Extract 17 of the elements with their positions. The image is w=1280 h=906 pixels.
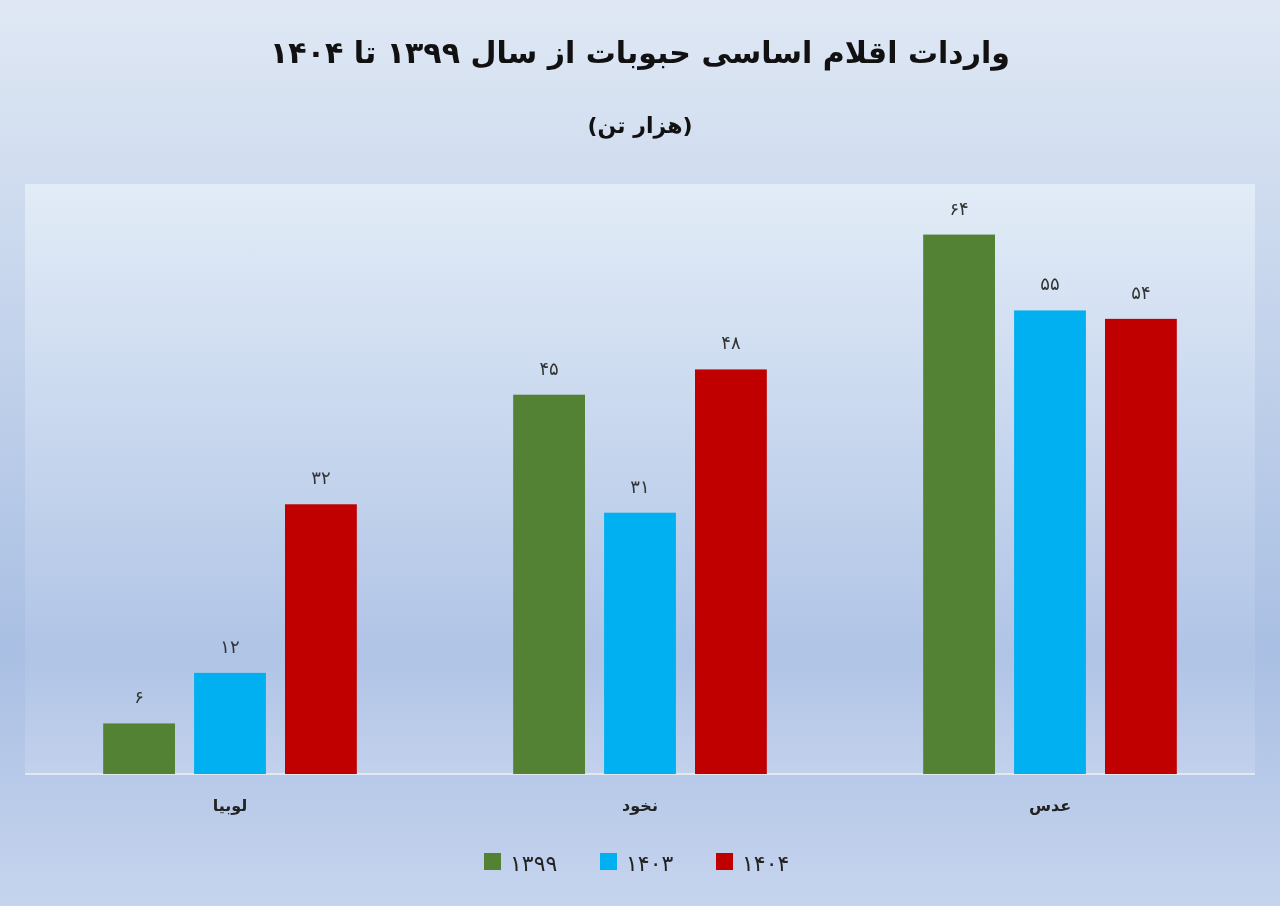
x-tick-label: عدس: [1028, 796, 1072, 815]
data-label: ۴۸: [721, 332, 741, 354]
data-label: ۵۴: [1131, 281, 1151, 303]
legend-label: ۱۴۰۳: [626, 851, 674, 876]
chart-title: واردات اقلام اساسی حبوبات از سال ۱۳۹۹ تا ۱۴۰۴: [270, 35, 1010, 71]
data-label: ۳۲: [311, 467, 331, 489]
data-label: ۶: [134, 686, 144, 708]
chart-subtitle: (هزار تن): [587, 113, 693, 139]
legend-label: ۱۳۹۹: [510, 851, 558, 876]
data-label: ۳۱: [630, 475, 650, 497]
x-tick-label: لوبیا: [212, 796, 248, 815]
data-label: ۵۵: [1040, 273, 1060, 295]
x-tick-label: نخود: [622, 796, 658, 815]
data-label: ۴۵: [539, 357, 559, 379]
legend-label: ۱۴۰۴: [742, 851, 790, 876]
data-label: ۱۲: [220, 635, 240, 657]
data-label: ۶۴: [949, 197, 969, 219]
